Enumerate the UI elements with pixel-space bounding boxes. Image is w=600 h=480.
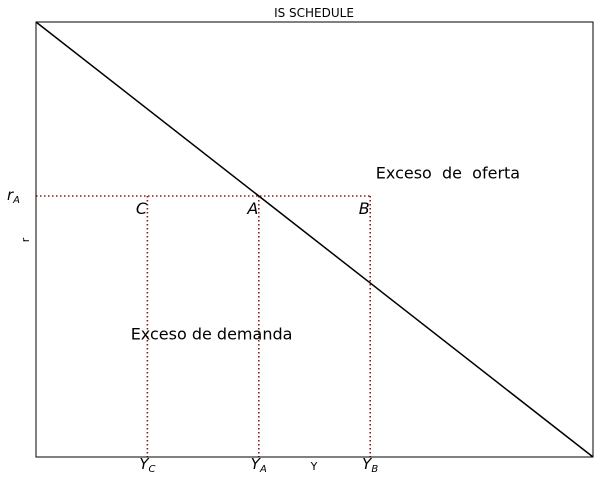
annotations: Exceso de oferta Exceso de demanda <box>131 164 520 344</box>
y-tick-label: rA <box>7 186 20 206</box>
is-curve-line <box>35 21 594 458</box>
y-axis-label: r <box>19 237 32 242</box>
point-label-b: B <box>359 199 370 218</box>
x-tick-label: YB <box>362 455 378 475</box>
x-tick-label: YC <box>139 455 155 475</box>
excess-supply-annotation: Exceso de oferta <box>376 164 520 183</box>
point-label-c: C <box>136 199 148 218</box>
x-axis-label: Y <box>310 460 318 473</box>
plot-frame <box>35 21 594 458</box>
reference-lines <box>36 195 372 457</box>
x-tick-label: YA <box>251 455 267 475</box>
excess-demand-annotation: Exceso de demanda <box>131 325 293 344</box>
point-label-a: A <box>246 199 258 218</box>
is-curve-layer <box>35 21 594 458</box>
chart-title: IS SCHEDULE <box>274 6 354 20</box>
